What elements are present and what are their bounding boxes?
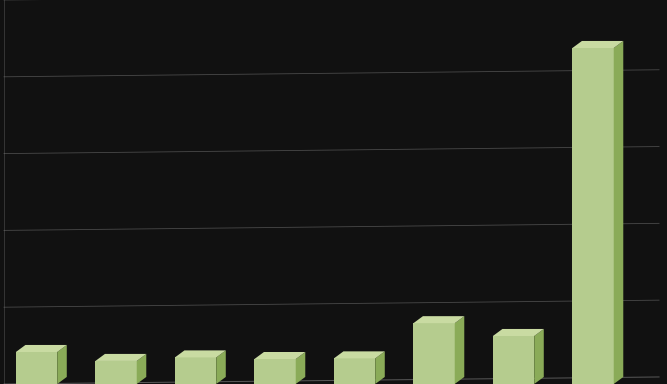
Bar	[95, 361, 137, 384]
Bar	[175, 358, 216, 384]
Bar	[254, 359, 295, 384]
Polygon shape	[334, 351, 385, 358]
Bar	[493, 336, 534, 384]
Polygon shape	[414, 316, 464, 323]
Polygon shape	[254, 352, 305, 359]
Bar	[16, 352, 57, 384]
Polygon shape	[376, 351, 385, 384]
Polygon shape	[216, 350, 225, 384]
Polygon shape	[95, 354, 146, 361]
Polygon shape	[175, 350, 225, 358]
Polygon shape	[614, 41, 623, 384]
Bar	[572, 48, 614, 384]
Polygon shape	[455, 316, 464, 384]
Polygon shape	[137, 354, 146, 384]
Bar	[414, 323, 455, 384]
Bar	[334, 358, 376, 384]
Polygon shape	[534, 329, 544, 384]
Polygon shape	[572, 41, 623, 48]
Polygon shape	[16, 345, 67, 352]
Polygon shape	[493, 329, 544, 336]
Polygon shape	[57, 345, 67, 384]
Polygon shape	[295, 352, 305, 384]
